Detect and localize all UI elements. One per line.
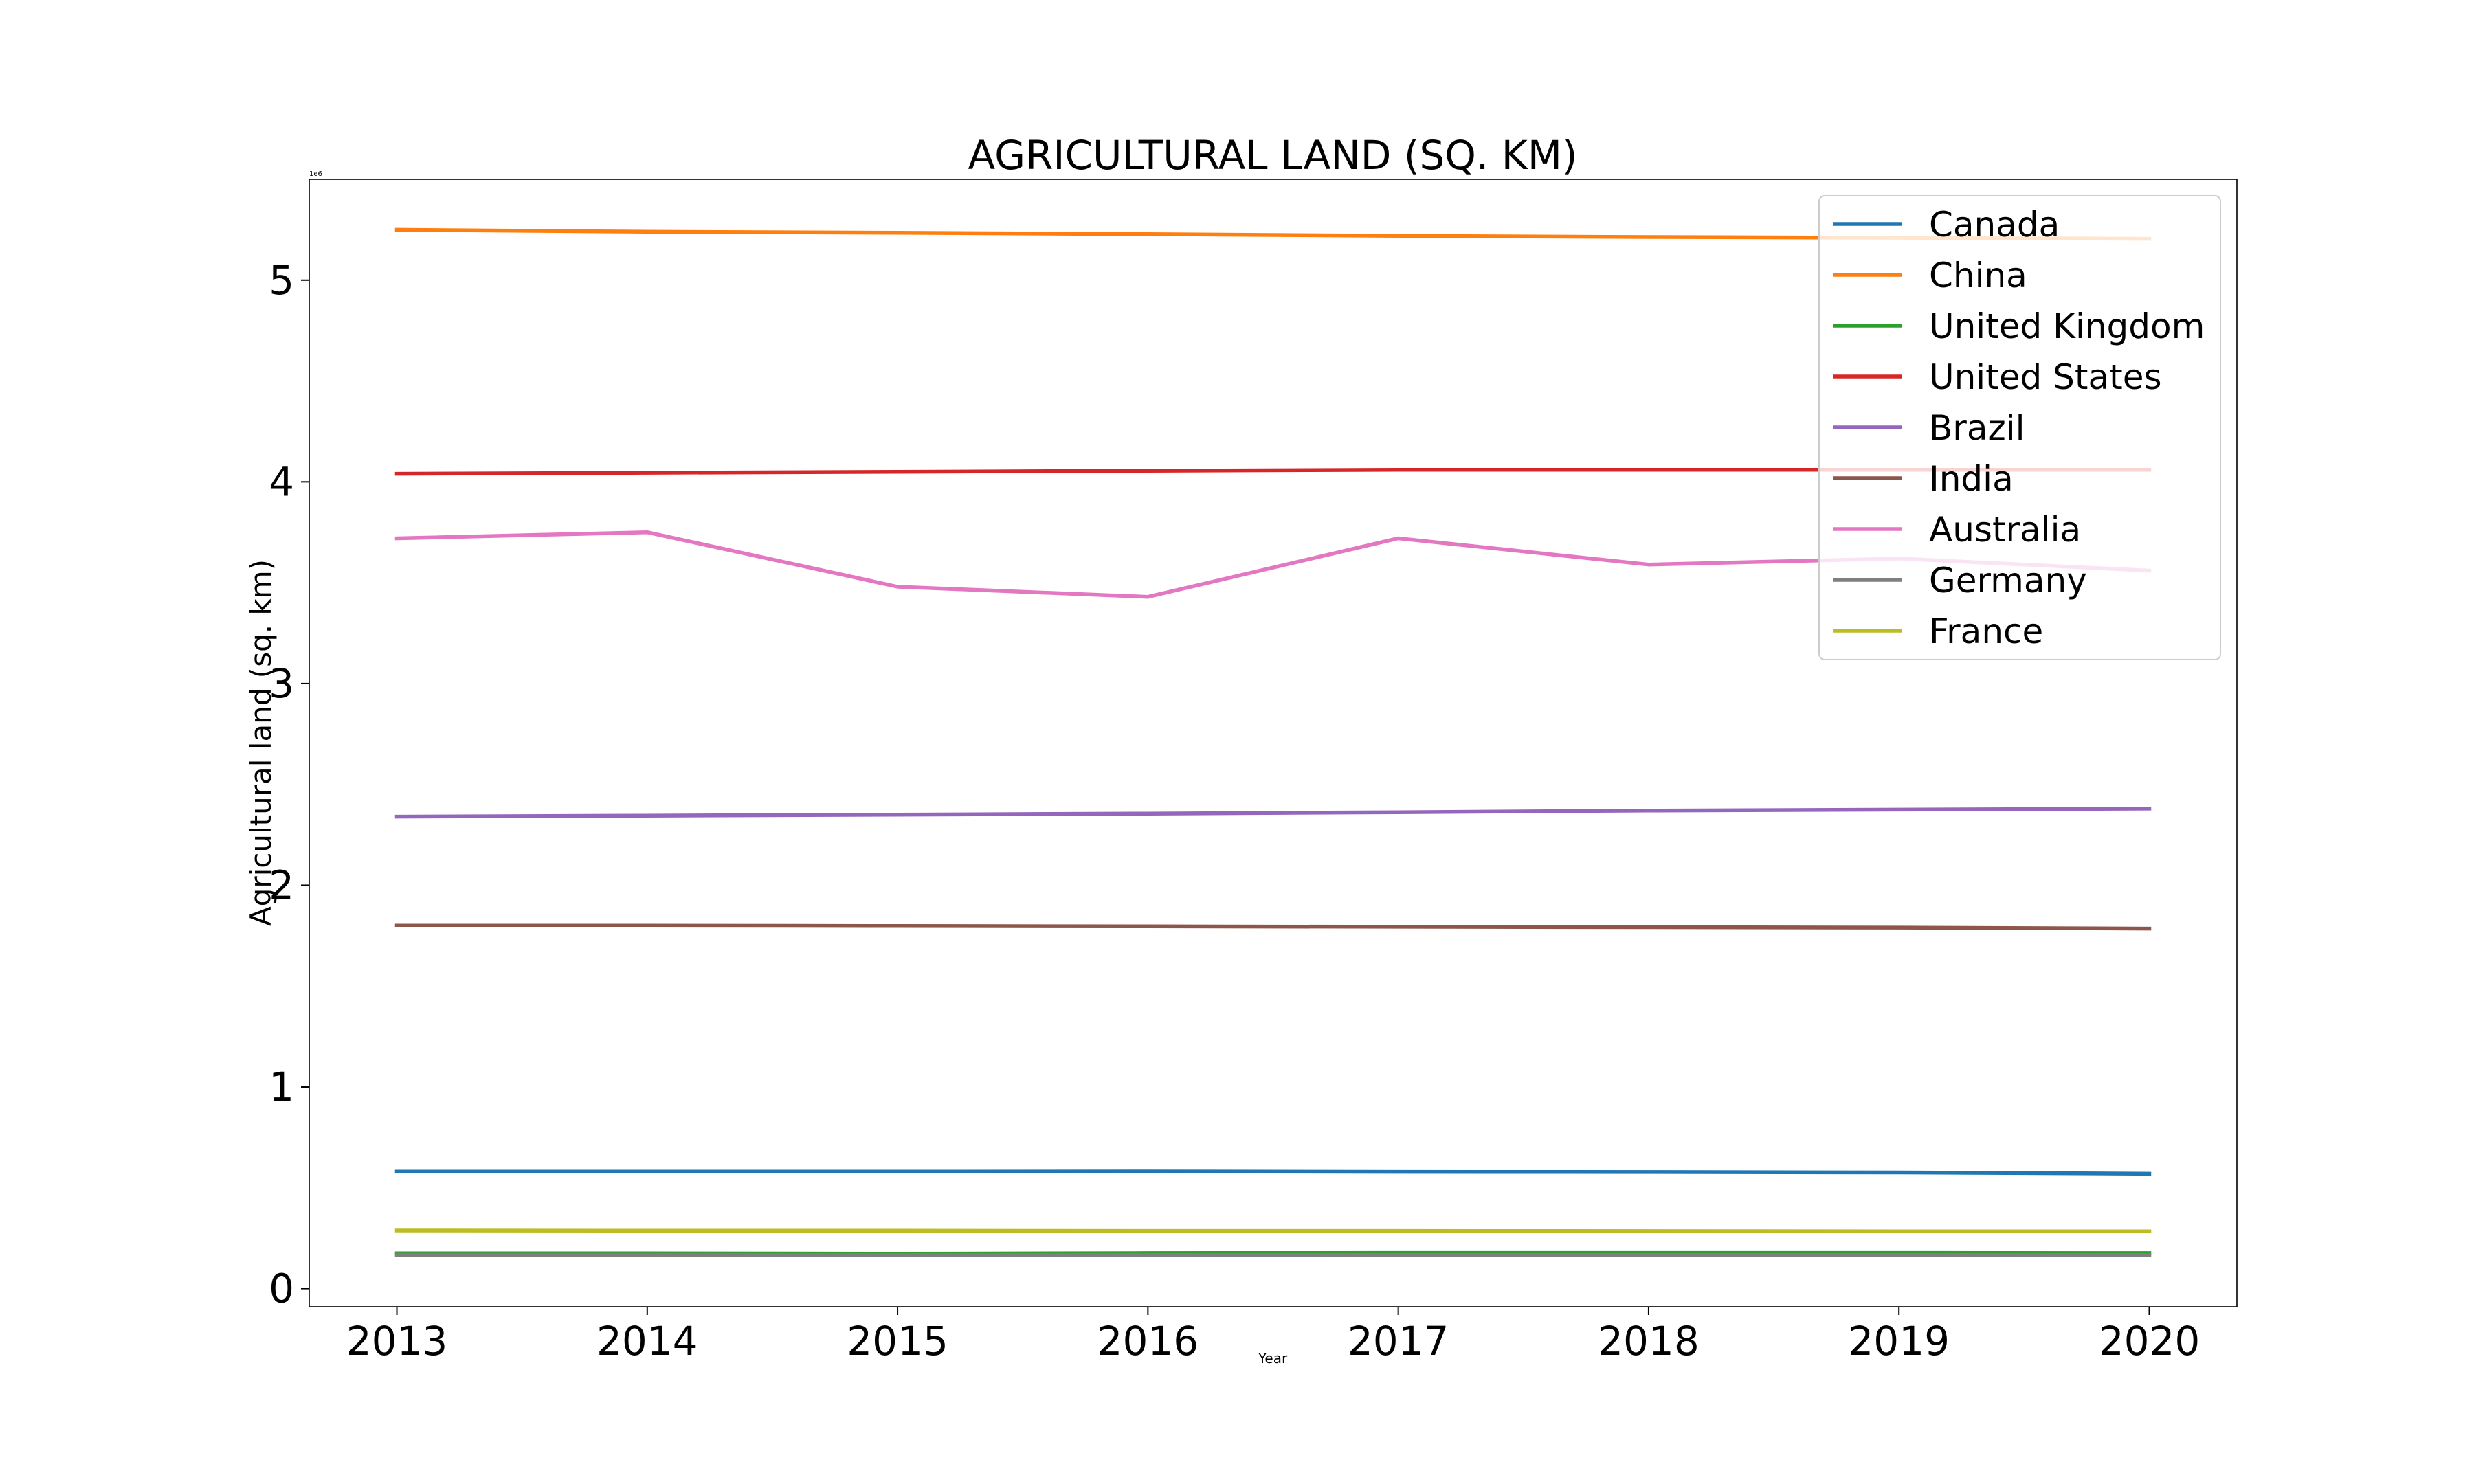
x-tick-label: 2016 (1097, 1318, 1199, 1364)
y-axis-label: Agricultural land (sq. km) (244, 559, 278, 926)
legend-label: United Kingdom (1929, 306, 2205, 346)
x-axis-label: Year (1258, 1350, 1288, 1367)
legend-frame (1818, 195, 2221, 660)
y-tick-label: 3 (269, 660, 294, 707)
series-line-brazil (394, 807, 2152, 819)
x-tick-label: 2013 (346, 1318, 448, 1364)
y-tick-label: 2 (269, 862, 294, 908)
series-line-india (394, 923, 2152, 931)
legend-label: Brazil (1929, 408, 2025, 448)
y-offset-label: 1e6 (309, 170, 322, 178)
legend-label: United States (1929, 357, 2162, 397)
y-tick-label: 0 (269, 1266, 294, 1312)
x-tick-label: 2014 (597, 1318, 698, 1364)
x-tick-label: 2019 (1848, 1318, 1950, 1364)
series-line-france (394, 1228, 2152, 1233)
legend-label: China (1929, 256, 2027, 295)
x-tick-label: 2020 (2099, 1318, 2200, 1364)
x-axis: 2013 2014 2015 2016 2017 2018 2019 2020 (346, 1307, 2200, 1364)
legend-label: Germany (1929, 561, 2087, 600)
legend: Canada China United Kingdom United States Br… (1818, 195, 2221, 660)
y-tick-label: 4 (269, 458, 294, 505)
y-tick-label: 5 (269, 257, 294, 304)
x-tick-label: 2017 (1348, 1318, 1449, 1364)
y-tick-label: 1 (269, 1064, 294, 1110)
legend-label: France (1929, 611, 2043, 651)
x-tick-label: 2015 (847, 1318, 948, 1364)
x-tick-label: 2018 (1598, 1318, 1700, 1364)
legend-label: India (1929, 459, 2014, 499)
chart-title: AGRICULTURAL LAND (SQ. KM) (968, 132, 1577, 179)
y-axis: 0 1 2 3 4 5 (269, 257, 309, 1312)
series-line-canada (394, 1169, 2152, 1176)
legend-label: Australia (1929, 510, 2081, 550)
legend-label: Canada (1929, 205, 2060, 245)
